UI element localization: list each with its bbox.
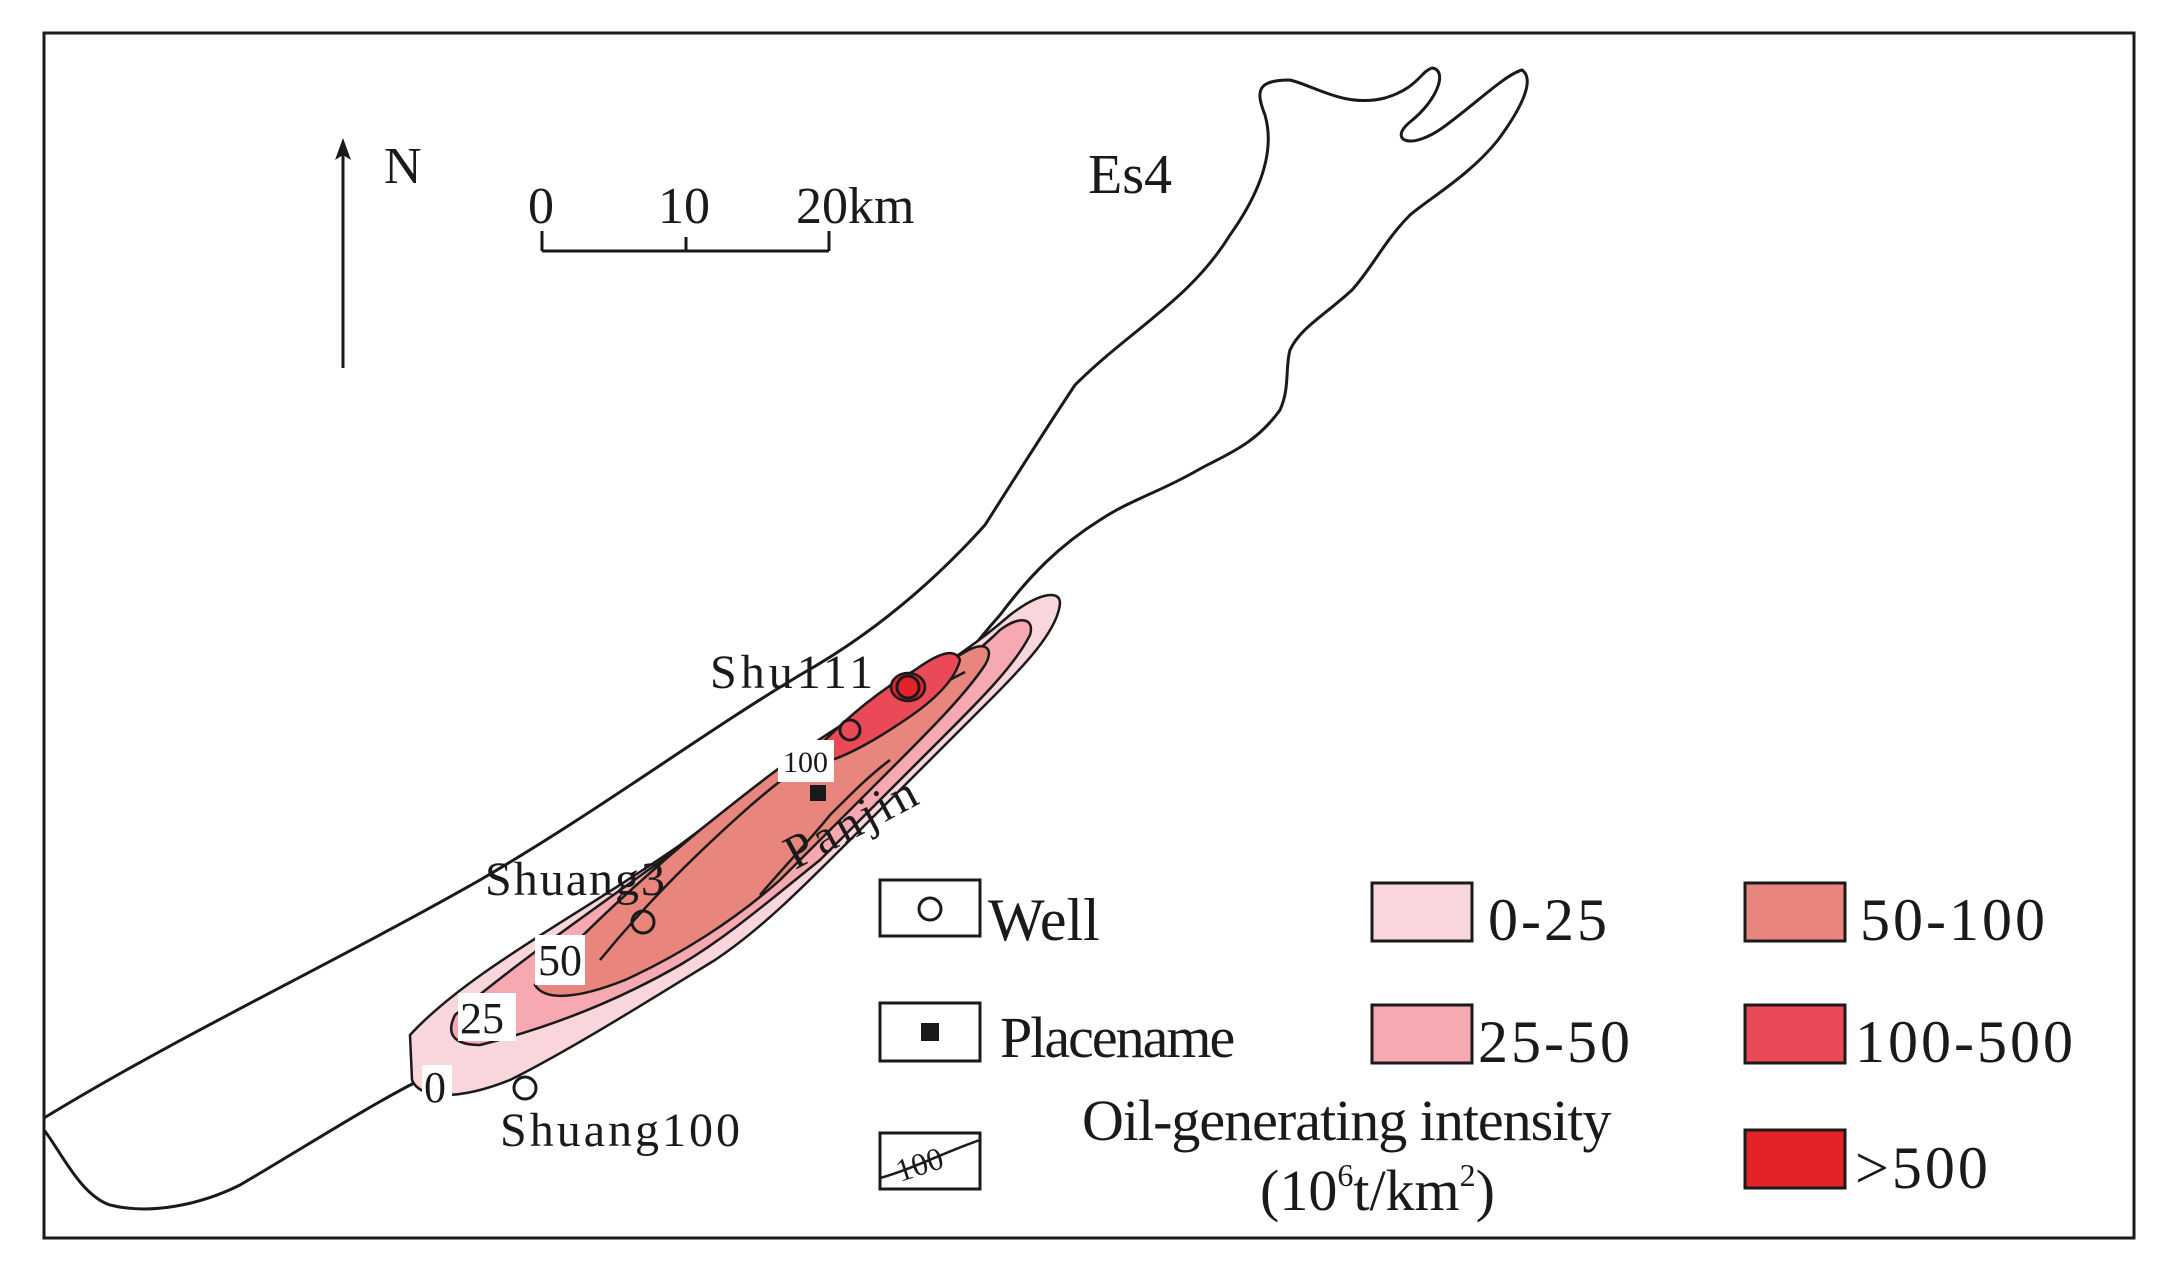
- legend-class-label-over-500: >500: [1855, 1135, 1991, 1201]
- legend-unit-label: (106t/km2): [1260, 1157, 1495, 1223]
- well-marker-shu111-south: [838, 718, 862, 742]
- legend-well-label: Well: [988, 887, 1100, 953]
- legend-classes: 0-25 25-50 50-100 100-500 >500: [1370, 881, 2076, 1201]
- legend-swatch-100-500: [1743, 1003, 1847, 1065]
- legend-contour-line: [879, 1138, 981, 1180]
- legend-swatch-50-100: [1743, 881, 1847, 943]
- legend-well-icon: [917, 896, 943, 922]
- well-label-shuang3: Shuang3: [485, 853, 667, 906]
- well-label-shu111: Shu111: [710, 646, 877, 699]
- legend-swatch-25-50: [1370, 1003, 1474, 1065]
- legend-class-label-25-50: 25-50: [1478, 1009, 1633, 1075]
- map-frame: [42, 31, 2136, 1240]
- well-marker-shuang3: [630, 909, 656, 935]
- legend-placename-label: Placename: [1000, 1005, 1233, 1070]
- legend-well-box: [878, 878, 982, 938]
- place-marker-panjin: [810, 785, 826, 801]
- contour-label-box-25: [458, 993, 516, 1041]
- formation-label: Es4: [1088, 144, 1172, 206]
- legend: Well Placename 100 Oil-generating intens…: [878, 878, 1612, 1223]
- scale-bar: [540, 231, 831, 253]
- contour-label-box-0: [422, 1065, 452, 1110]
- contour-label-25: 25: [460, 994, 504, 1043]
- legend-class-label-100-500: 100-500: [1855, 1009, 2076, 1075]
- scale-label-10: 10: [658, 178, 710, 235]
- legend-swatch-over-500: [1743, 1128, 1847, 1190]
- legend-placename-icon: [921, 1023, 939, 1041]
- scale-label-20km: 20km: [796, 178, 914, 235]
- contour-label-0: 0: [424, 1063, 446, 1112]
- basin-outline: [42, 66, 1529, 1211]
- contour-label-box-50: [535, 935, 585, 985]
- legend-class-label-50-100: 50-100: [1860, 887, 2048, 953]
- legend-class-label-0-25: 0-25: [1488, 887, 1610, 953]
- well-label-shuang100: Shuang100: [500, 1104, 743, 1157]
- north-arrow: [335, 138, 351, 368]
- well-marker-shu111: [895, 674, 921, 700]
- scale-label-0: 0: [528, 178, 554, 235]
- contour-label-50: 50: [538, 936, 582, 985]
- north-label: N: [384, 138, 422, 195]
- legend-swatch-0-25: [1370, 881, 1474, 943]
- contour-label-box-100: [778, 740, 834, 782]
- legend-contour-label: Oil-generating intensity: [1082, 1088, 1611, 1153]
- contour-label-100: 100: [783, 746, 828, 779]
- well-marker-shuang100: [512, 1075, 538, 1101]
